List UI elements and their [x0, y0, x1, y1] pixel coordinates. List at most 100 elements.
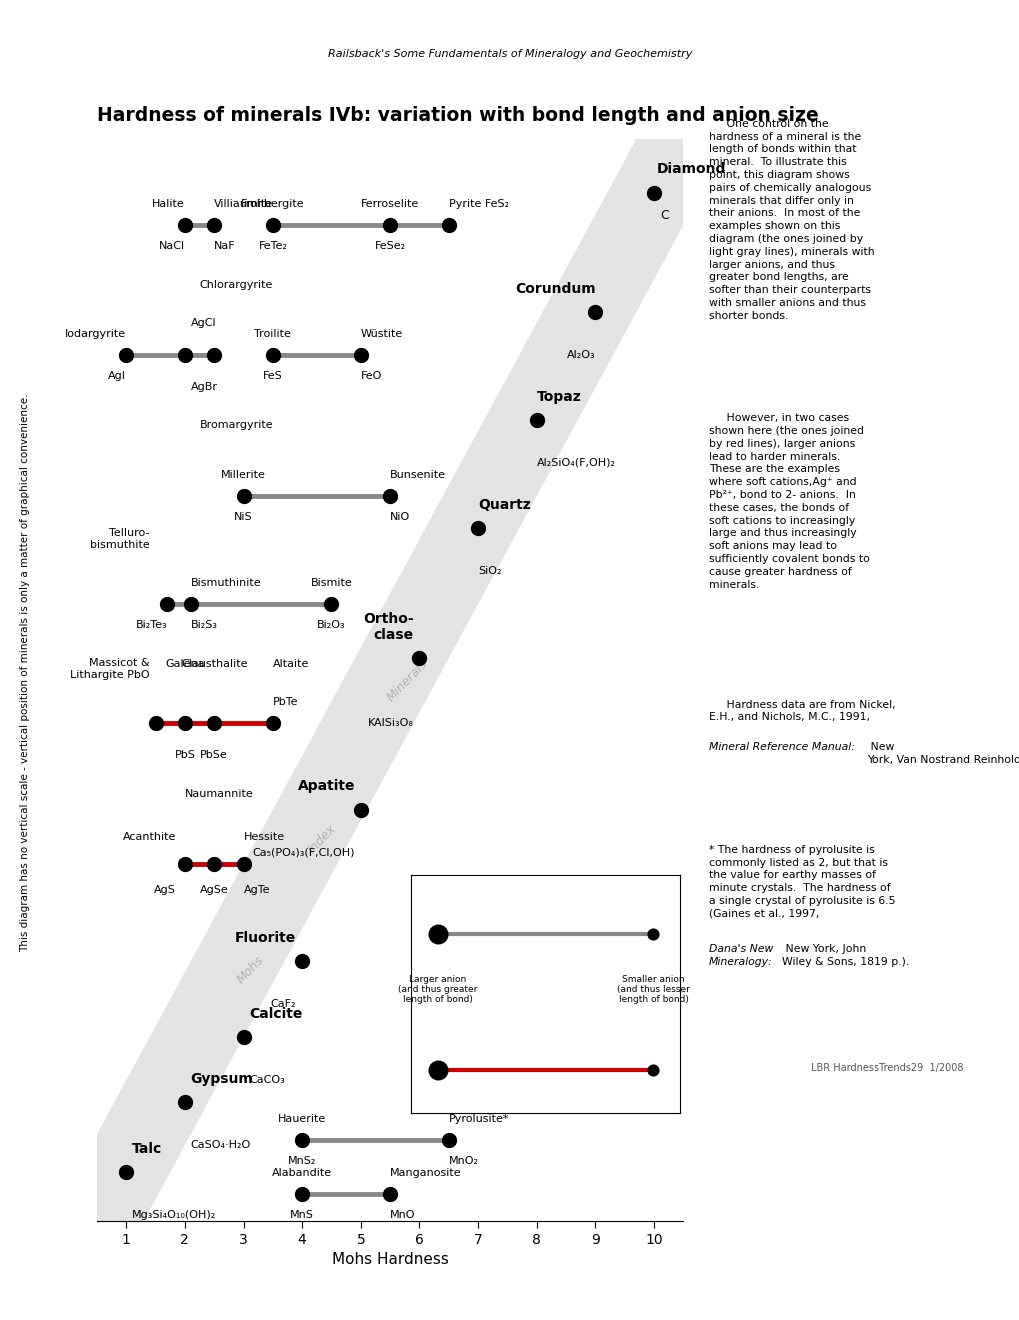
Point	[440, 215, 457, 236]
Text: AgSe: AgSe	[200, 886, 228, 895]
Point	[206, 713, 222, 734]
Text: Dana's New
Mineralogy:: Dana's New Mineralogy:	[708, 944, 772, 966]
Text: Chlorargyrite: Chlorargyrite	[200, 280, 273, 290]
Text: New York, John
Wiley & Sons, 1819 p.).: New York, John Wiley & Sons, 1819 p.).	[782, 944, 909, 966]
Point	[411, 648, 427, 669]
Text: Mineral Reference Manual:: Mineral Reference Manual:	[708, 742, 854, 752]
Text: Hardness of minerals IVb: variation with bond length and anion size: Hardness of minerals IVb: variation with…	[97, 107, 818, 125]
Text: However, in two cases
shown here (the ones joined
by red lines), larger anions
l: However, in two cases shown here (the on…	[708, 413, 869, 590]
Text: Ferroselite: Ferroselite	[361, 199, 419, 209]
Point	[118, 345, 135, 366]
Text: Wüstite: Wüstite	[361, 329, 403, 339]
Text: FeS: FeS	[263, 371, 282, 381]
Text: Galena: Galena	[165, 659, 205, 669]
Point	[118, 1162, 135, 1183]
Text: Bi₂O₃: Bi₂O₃	[317, 620, 345, 630]
Point	[265, 215, 281, 236]
Text: AgS: AgS	[154, 886, 176, 895]
Text: MnS₂: MnS₂	[287, 1156, 316, 1166]
Point	[470, 517, 486, 539]
Point	[176, 1092, 193, 1113]
Point	[235, 486, 252, 507]
Point	[440, 1130, 457, 1151]
Text: SiO₂: SiO₂	[478, 566, 501, 576]
Text: Pyrite FeS₂: Pyrite FeS₂	[448, 199, 508, 209]
Text: CaF₂: CaF₂	[271, 999, 296, 1008]
Text: PbSe: PbSe	[200, 750, 228, 760]
Text: NaF: NaF	[214, 242, 235, 251]
Point	[381, 215, 397, 236]
Text: Gypsum: Gypsum	[191, 1072, 254, 1085]
Point	[587, 301, 603, 322]
Text: Fluorite: Fluorite	[234, 931, 296, 945]
Text: AgBr: AgBr	[191, 383, 217, 392]
Text: Al₂O₃: Al₂O₃	[567, 350, 595, 359]
Point	[182, 594, 199, 615]
Point	[235, 1027, 252, 1048]
Text: Mg₃Si₄O₁₀(OH)₂: Mg₃Si₄O₁₀(OH)₂	[132, 1210, 216, 1220]
Text: Villiaumite: Villiaumite	[214, 199, 273, 209]
Text: AgTe: AgTe	[244, 886, 270, 895]
Point	[293, 1130, 310, 1151]
Point	[235, 853, 252, 874]
Text: Bi₂S₃: Bi₂S₃	[191, 620, 217, 630]
Point	[206, 853, 222, 874]
Text: Millerite: Millerite	[221, 470, 266, 479]
Text: Mohs: Mohs	[234, 953, 267, 986]
Text: Bismite: Bismite	[311, 578, 352, 587]
Text: Topaz: Topaz	[536, 389, 581, 404]
Text: Iodargyrite: Iodargyrite	[65, 329, 126, 339]
Text: Massicot &
Lithargite PbO: Massicot & Lithargite PbO	[70, 659, 150, 680]
Text: Manganosite: Manganosite	[389, 1168, 462, 1177]
Text: AgCl: AgCl	[191, 318, 216, 329]
Point	[323, 594, 339, 615]
Point	[293, 950, 310, 972]
Text: Index: Index	[305, 822, 338, 855]
Text: Hauerite: Hauerite	[278, 1114, 326, 1123]
Point	[148, 713, 164, 734]
Text: Bi₂Te₃: Bi₂Te₃	[136, 620, 167, 630]
Text: NiO: NiO	[389, 512, 410, 521]
Text: Quartz: Quartz	[478, 498, 530, 512]
Text: Halite: Halite	[152, 199, 184, 209]
Text: Acanthite: Acanthite	[122, 832, 176, 842]
Text: MnO: MnO	[389, 1210, 416, 1220]
Text: FeSe₂: FeSe₂	[374, 242, 406, 251]
Text: This diagram has no vertical scale - vertical position of minerals is only a mat: This diagram has no vertical scale - ver…	[20, 393, 31, 953]
Text: Pyrolusite*: Pyrolusite*	[448, 1114, 508, 1123]
Text: Corundum: Corundum	[515, 281, 595, 296]
Text: FeO: FeO	[361, 371, 382, 381]
Text: New
York, Van Nostrand Reinhold, 250 p.: New York, Van Nostrand Reinhold, 250 p.	[866, 742, 1019, 764]
Text: Talc: Talc	[132, 1142, 162, 1156]
Text: Bismuthinite: Bismuthinite	[191, 578, 261, 587]
Point	[176, 345, 193, 366]
Text: Naumannite: Naumannite	[184, 789, 254, 799]
Text: CaSO₄·H₂O: CaSO₄·H₂O	[191, 1140, 251, 1150]
Point	[265, 345, 281, 366]
Text: Al₂SiO₄(F,OH)₂: Al₂SiO₄(F,OH)₂	[536, 458, 615, 467]
Text: FeTe₂: FeTe₂	[258, 242, 287, 251]
Text: PbS: PbS	[174, 750, 195, 760]
Text: Clausthalite: Clausthalite	[180, 659, 248, 669]
Point	[176, 853, 193, 874]
Text: NaCl: NaCl	[159, 242, 184, 251]
Text: Altaite: Altaite	[273, 659, 309, 669]
Text: Calcite: Calcite	[250, 1007, 303, 1020]
Text: One control on the
hardness of a mineral is the
length of bonds within that
mine: One control on the hardness of a mineral…	[708, 119, 873, 321]
Text: Railsback's Some Fundamentals of Mineralogy and Geochemistry: Railsback's Some Fundamentals of Mineral…	[327, 49, 692, 59]
Text: Diamond: Diamond	[656, 162, 726, 177]
Text: Hessite: Hessite	[244, 832, 284, 842]
Point	[293, 1183, 310, 1204]
Point	[206, 345, 222, 366]
X-axis label: Mohs Hardness: Mohs Hardness	[331, 1253, 448, 1267]
Point	[176, 215, 193, 236]
Point	[528, 409, 544, 430]
Text: Telluro-
bismuthite: Telluro- bismuthite	[90, 528, 150, 550]
Text: PbTe: PbTe	[273, 697, 299, 708]
Text: AgI: AgI	[108, 371, 126, 381]
Point	[353, 345, 369, 366]
Text: Frohbergite: Frohbergite	[240, 199, 305, 209]
Point	[206, 215, 222, 236]
Text: Alabandite: Alabandite	[272, 1168, 332, 1177]
Text: Minerals: Minerals	[384, 657, 430, 705]
